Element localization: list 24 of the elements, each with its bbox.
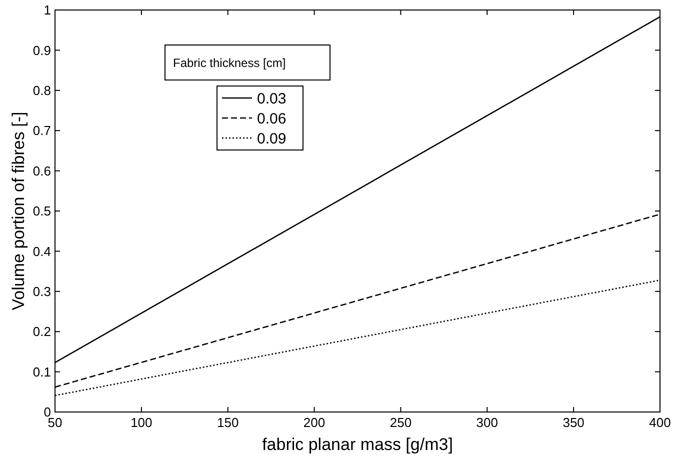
legend-label: 0.06 xyxy=(257,110,286,128)
x-tick-label: 250 xyxy=(390,415,412,430)
legend-label: 0.03 xyxy=(257,90,286,108)
y-tick-label: 0.9 xyxy=(32,42,51,58)
x-tick-label: 50 xyxy=(48,415,62,430)
y-tick-label: 0.4 xyxy=(32,244,51,259)
x-tick-label: 150 xyxy=(217,415,239,430)
y-tick-label: 0.5 xyxy=(32,204,51,219)
legend-label: 0.09 xyxy=(257,130,286,148)
y-tick-label: 0.2 xyxy=(32,324,51,340)
x-tick-label: 300 xyxy=(476,415,498,430)
x-tick-label: 400 xyxy=(649,415,671,430)
y-tick-label: 0.6 xyxy=(32,163,51,178)
x-tick-label: 350 xyxy=(562,415,584,430)
legend-title: Fabric thickness [cm] xyxy=(173,56,286,70)
y-tick-label: 0.3 xyxy=(32,284,51,299)
y-tick-label: 0.1 xyxy=(32,364,51,380)
x-tick-label: 200 xyxy=(303,415,326,430)
x-axis-title: fabric planar mass [g/m3] xyxy=(262,435,453,454)
y-axis-title: Volume portion of fibres [-] xyxy=(9,112,28,310)
x-tick-label: 100 xyxy=(130,415,152,430)
y-tick-label: 0.8 xyxy=(32,82,51,98)
y-tick-label: 1 xyxy=(44,2,51,18)
y-tick-label: 0.7 xyxy=(32,123,51,138)
